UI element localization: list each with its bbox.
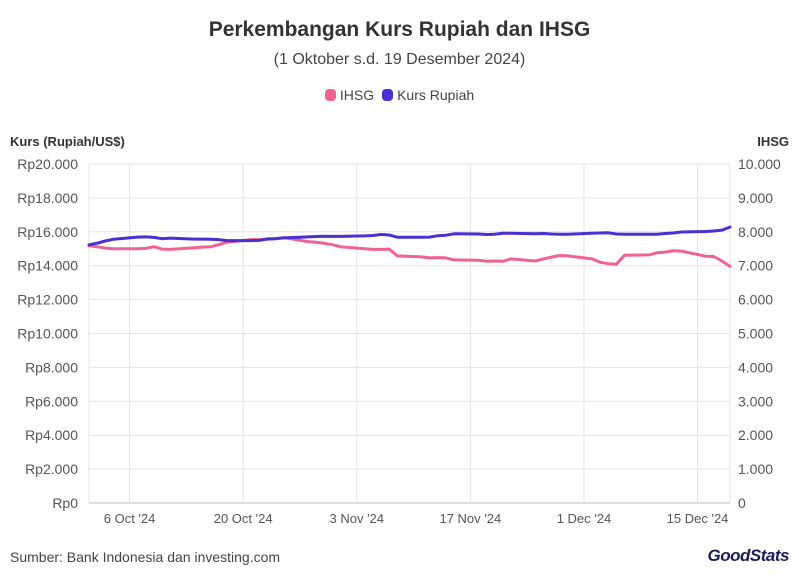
source-note: Sumber: Bank Indonesia dan investing.com (10, 549, 281, 565)
legend-label-ihsg: IHSG (339, 87, 375, 103)
legend-item-kurs-rupiah[interactable]: Kurs Rupiah (382, 87, 474, 103)
series-line-ihsg (87, 236, 732, 268)
series-line-kurs-rupiah (87, 225, 732, 247)
y-left-tick-label: Rp2.000 (25, 461, 78, 477)
y-left-tick-label: Rp8.000 (25, 359, 78, 375)
y-left-tick-label: Rp14.000 (17, 258, 78, 274)
y-right-tick-label: 9.000 (738, 190, 773, 206)
y-left-tick-label: Rp0 (52, 495, 78, 511)
chart-title: Perkembangan Kurs Rupiah dan IHSG (208, 18, 591, 41)
y-right-tick-label: 5.000 (738, 326, 773, 342)
y-left-tick-label: Rp4.000 (25, 427, 78, 443)
goodstats-logo: GoodStats (707, 546, 790, 565)
y-right-tick-label: 3.000 (738, 393, 773, 409)
legend-swatch-kurs-rupiah (382, 89, 394, 101)
legend-item-ihsg[interactable]: IHSG (324, 87, 375, 103)
chart-legend: IHSG Kurs Rupiah (0, 87, 799, 103)
y-left-axis-title: Kurs (Rupiah/US$) (10, 134, 125, 149)
y-left-tick-label: Rp6.000 (25, 393, 78, 409)
y-right-tick-label: 4.000 (738, 359, 773, 375)
x-tick-label: 15 Dec '24 (667, 511, 729, 526)
y-right-tick-label: 0 (738, 495, 746, 511)
y-right-tick-label: 10.000 (738, 156, 781, 172)
x-tick-label: 3 Nov '24 (330, 511, 385, 526)
y-right-axis-title: IHSG (757, 134, 789, 149)
x-tick-label: 17 Nov '24 (439, 511, 501, 526)
y-left-tick-label: Rp20.000 (17, 156, 78, 172)
x-tick-label: 1 Dec '24 (557, 511, 612, 526)
x-tick-label: 20 Oct '24 (214, 511, 273, 526)
x-tick-label: 6 Oct '24 (104, 511, 156, 526)
y-right-tick-label: 8.000 (738, 224, 773, 240)
y-right-tick-label: 6.000 (738, 292, 773, 308)
y-right-tick-label: 1.000 (738, 461, 773, 477)
legend-label-kurs-rupiah: Kurs Rupiah (397, 87, 475, 103)
y-left-tick-label: Rp12.000 (17, 292, 78, 308)
chart-subtitle: (1 Oktober s.d. 19 Desember 2024) (273, 51, 526, 68)
y-left-tick-label: Rp16.000 (17, 224, 78, 240)
y-right-tick-label: 2.000 (738, 427, 773, 443)
y-left-tick-label: Rp18.000 (17, 190, 78, 206)
y-right-tick-label: 7.000 (738, 258, 773, 274)
legend-swatch-ihsg (324, 89, 336, 101)
y-left-tick-label: Rp10.000 (17, 326, 78, 342)
